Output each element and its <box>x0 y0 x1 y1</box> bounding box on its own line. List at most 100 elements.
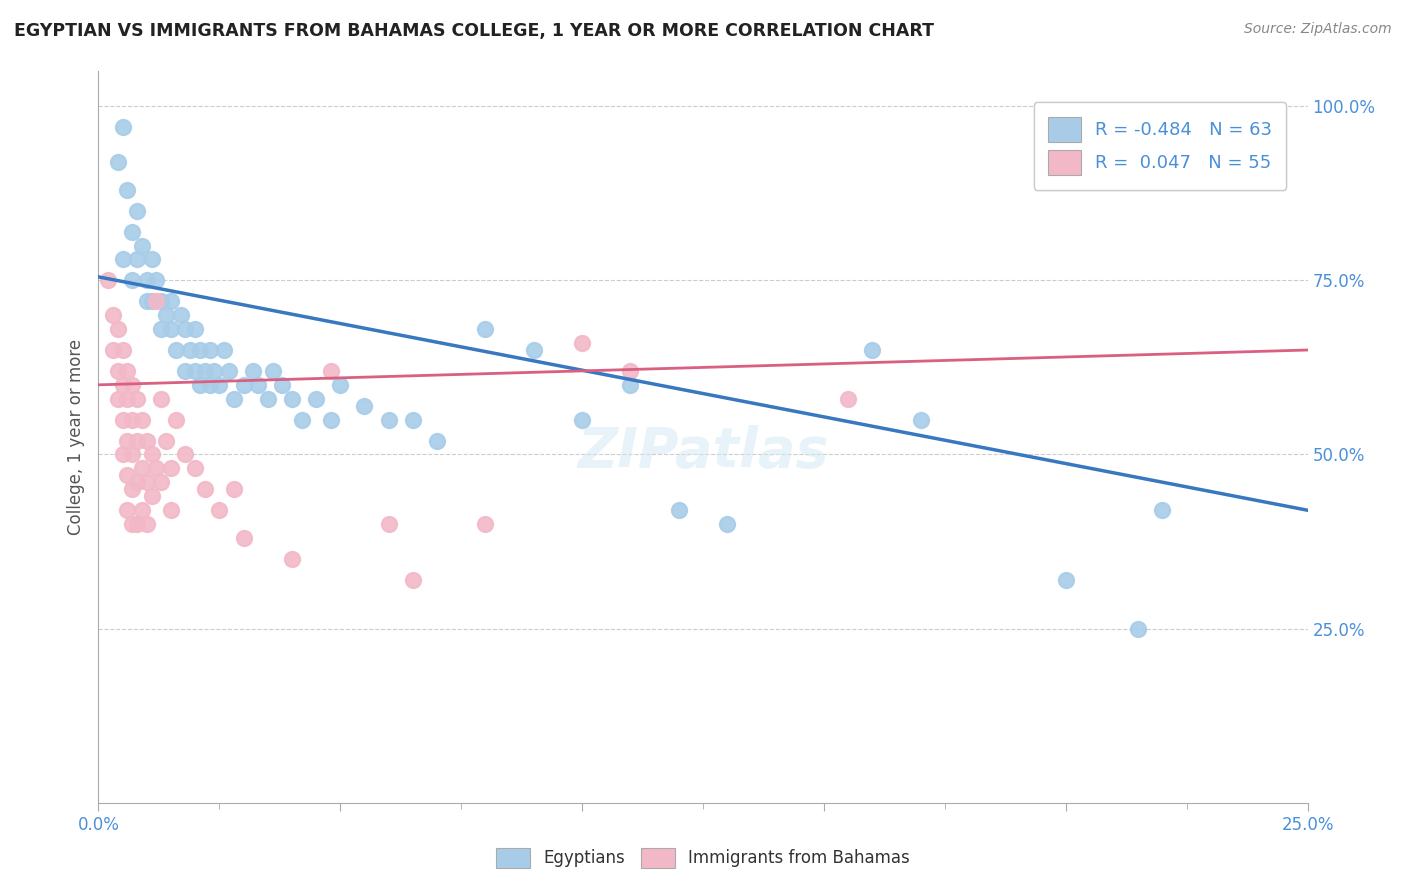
Point <box>208 503 231 517</box>
Point <box>402 573 425 587</box>
Point <box>198 377 221 392</box>
Point <box>117 503 139 517</box>
Point <box>145 273 167 287</box>
Point <box>188 343 211 357</box>
Point <box>271 377 294 392</box>
Point <box>155 434 177 448</box>
Point <box>117 392 139 406</box>
Point <box>127 517 149 532</box>
Point <box>716 517 738 532</box>
Point <box>281 552 304 566</box>
Point <box>131 412 153 426</box>
Point <box>111 377 134 392</box>
Point <box>1152 503 1174 517</box>
Point <box>145 294 167 309</box>
Point <box>281 392 304 406</box>
Point <box>184 322 207 336</box>
Legend: Egyptians, Immigrants from Bahamas: Egyptians, Immigrants from Bahamas <box>489 841 917 875</box>
Point <box>262 364 284 378</box>
Point <box>165 412 187 426</box>
Point <box>150 392 173 406</box>
Text: EGYPTIAN VS IMMIGRANTS FROM BAHAMAS COLLEGE, 1 YEAR OR MORE CORRELATION CHART: EGYPTIAN VS IMMIGRANTS FROM BAHAMAS COLL… <box>14 22 934 40</box>
Point <box>150 475 173 490</box>
Point <box>150 294 173 309</box>
Point <box>141 489 163 503</box>
Point <box>377 517 399 532</box>
Point <box>256 392 278 406</box>
Point <box>837 392 859 406</box>
Point <box>101 343 124 357</box>
Point <box>910 412 932 426</box>
Point <box>188 377 211 392</box>
Point <box>111 448 134 462</box>
Point <box>135 434 157 448</box>
Point <box>160 294 183 309</box>
Point <box>131 238 153 252</box>
Point <box>571 336 593 351</box>
Point <box>117 468 139 483</box>
Point <box>160 322 183 336</box>
Point <box>174 322 197 336</box>
Point <box>117 364 139 378</box>
Point <box>194 483 217 497</box>
Point <box>319 412 342 426</box>
Point <box>141 294 163 309</box>
Point <box>127 252 149 267</box>
Point <box>222 483 245 497</box>
Point <box>619 377 641 392</box>
Point <box>127 203 149 218</box>
Point <box>474 517 496 532</box>
Point <box>121 412 143 426</box>
Text: ZIPatlas: ZIPatlas <box>578 425 828 479</box>
Point <box>1128 622 1150 636</box>
Point <box>184 364 207 378</box>
Point <box>860 343 883 357</box>
Point <box>97 273 120 287</box>
Point <box>121 273 143 287</box>
Point <box>131 503 153 517</box>
Point <box>150 322 173 336</box>
Point <box>305 392 328 406</box>
Point <box>329 377 352 392</box>
Point <box>135 475 157 490</box>
Point <box>107 392 129 406</box>
Point <box>111 252 134 267</box>
Point <box>141 448 163 462</box>
Point <box>111 412 134 426</box>
Point <box>117 183 139 197</box>
Y-axis label: College, 1 year or more: College, 1 year or more <box>66 339 84 535</box>
Point <box>319 364 342 378</box>
Point <box>135 294 157 309</box>
Point <box>169 308 191 322</box>
Point <box>353 399 375 413</box>
Point <box>145 461 167 475</box>
Point <box>523 343 546 357</box>
Point <box>198 343 221 357</box>
Point <box>141 252 163 267</box>
Point <box>160 503 183 517</box>
Point <box>208 377 231 392</box>
Point <box>107 364 129 378</box>
Point <box>179 343 201 357</box>
Point <box>160 461 183 475</box>
Point <box>377 412 399 426</box>
Point <box>402 412 425 426</box>
Point <box>107 155 129 169</box>
Point <box>218 364 240 378</box>
Point <box>204 364 226 378</box>
Point <box>165 343 187 357</box>
Point <box>247 377 270 392</box>
Point <box>155 308 177 322</box>
Point <box>117 434 139 448</box>
Point <box>290 412 312 426</box>
Point <box>1054 573 1077 587</box>
Point <box>619 364 641 378</box>
Point <box>174 448 197 462</box>
Point <box>107 322 129 336</box>
Point <box>135 273 157 287</box>
Point <box>127 392 149 406</box>
Point <box>194 364 217 378</box>
Point <box>121 483 143 497</box>
Legend: R = -0.484   N = 63, R =  0.047   N = 55: R = -0.484 N = 63, R = 0.047 N = 55 <box>1033 103 1286 189</box>
Point <box>242 364 264 378</box>
